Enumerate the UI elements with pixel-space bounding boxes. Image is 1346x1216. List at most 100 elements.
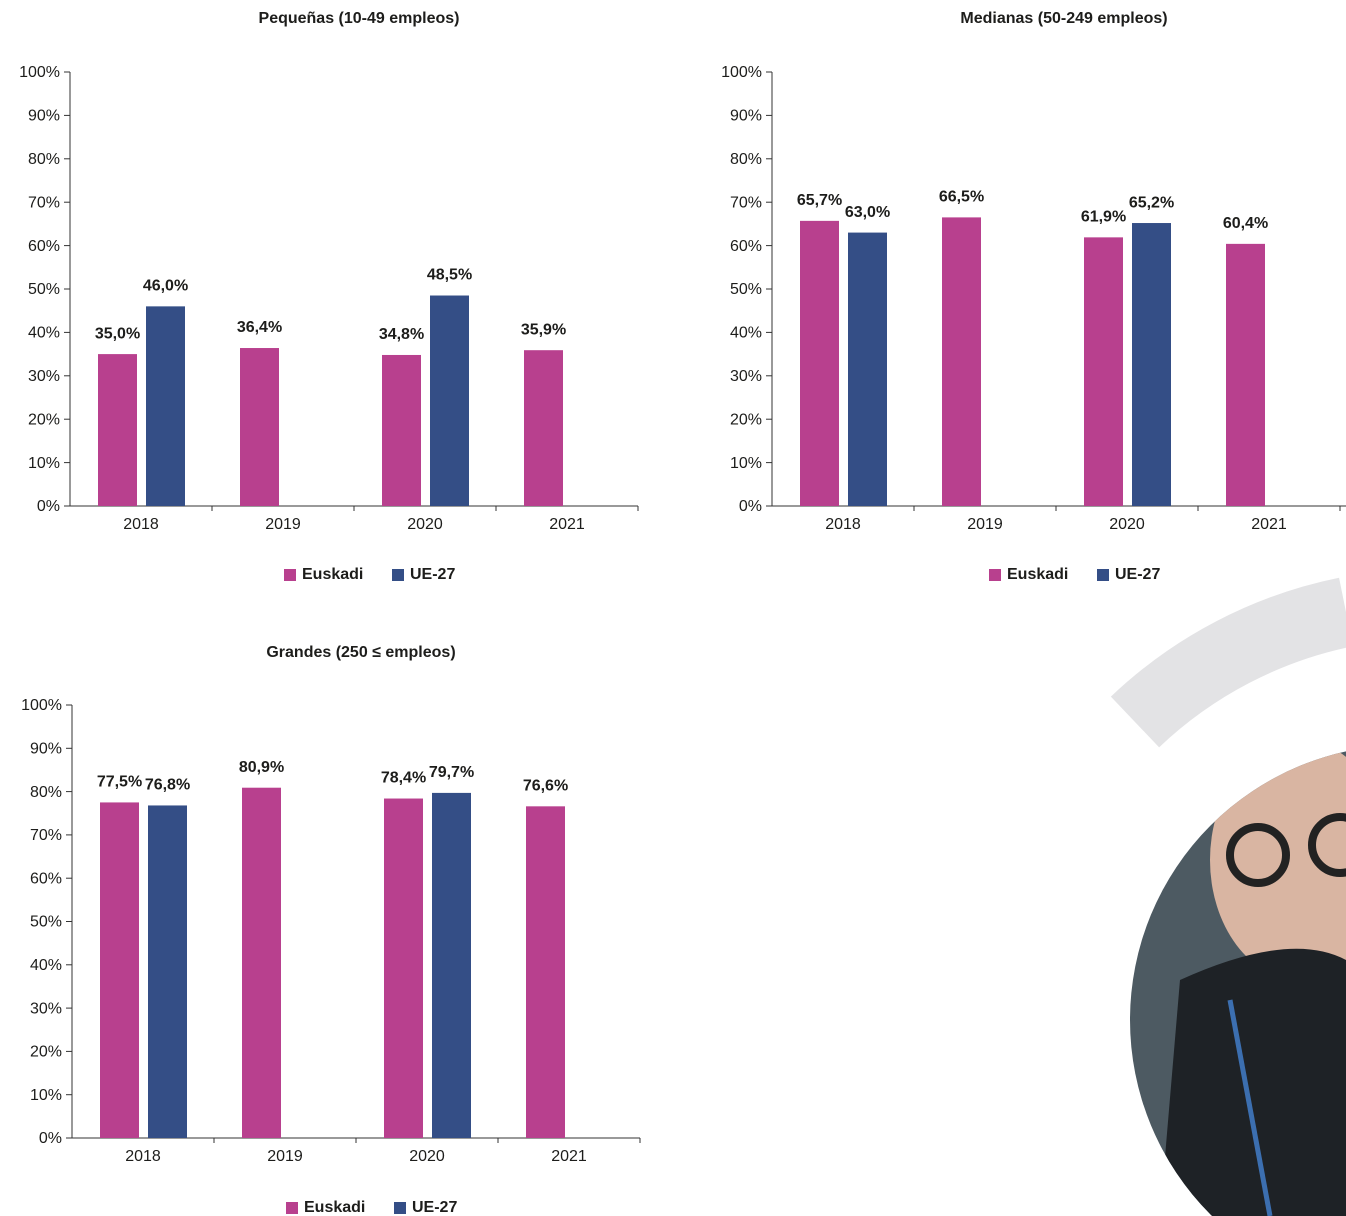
y-tick-label: 90% xyxy=(30,741,62,758)
y-tick-label: 30% xyxy=(730,368,762,385)
value-label: 60,4% xyxy=(1223,215,1268,232)
x-tick-label: 2018 xyxy=(825,516,861,533)
value-label: 80,9% xyxy=(239,759,284,776)
bar xyxy=(524,350,563,506)
y-tick-label: 0% xyxy=(37,498,60,515)
bar xyxy=(242,787,281,1138)
y-tick-label: 100% xyxy=(21,697,62,714)
y-tick-label: 10% xyxy=(28,455,60,472)
value-label: 36,4% xyxy=(237,319,282,336)
value-label: 65,2% xyxy=(1129,194,1174,211)
bar xyxy=(382,354,421,506)
y-tick-label: 80% xyxy=(730,151,762,168)
legend-label: Euskadi xyxy=(1007,566,1068,583)
bar xyxy=(384,798,423,1138)
y-tick-label: 20% xyxy=(28,411,60,428)
legend-label: Euskadi xyxy=(304,1199,365,1216)
bar xyxy=(430,295,469,506)
x-tick-label: 2019 xyxy=(967,516,1003,533)
chart-title: Medianas (50-249 empleos) xyxy=(960,10,1167,27)
decor-arc xyxy=(1110,577,1346,748)
value-label: 66,5% xyxy=(939,189,984,206)
x-tick-label: 2018 xyxy=(123,516,159,533)
value-label: 46,0% xyxy=(143,278,188,295)
y-tick-label: 0% xyxy=(39,1130,62,1147)
y-tick-label: 20% xyxy=(730,411,762,428)
legend-label: UE-27 xyxy=(410,566,455,583)
y-tick-label: 50% xyxy=(28,281,60,298)
y-tick-label: 20% xyxy=(30,1044,62,1061)
bar xyxy=(1132,223,1171,507)
y-tick-label: 70% xyxy=(730,194,762,211)
photo xyxy=(1130,745,1346,1216)
bar xyxy=(432,792,471,1138)
y-tick-label: 80% xyxy=(30,784,62,801)
bar xyxy=(800,220,839,506)
legend-label: Euskadi xyxy=(302,566,363,583)
bar xyxy=(146,306,185,506)
bar xyxy=(240,348,279,506)
bar xyxy=(148,805,187,1138)
bar xyxy=(98,354,137,506)
y-tick-label: 60% xyxy=(28,238,60,255)
value-label: 76,8% xyxy=(145,777,190,794)
y-tick-label: 40% xyxy=(28,325,60,342)
value-label: 78,4% xyxy=(381,770,426,787)
y-tick-label: 50% xyxy=(30,914,62,931)
legend-label: UE-27 xyxy=(1115,566,1160,583)
y-tick-label: 40% xyxy=(30,957,62,974)
x-tick-label: 2019 xyxy=(267,1148,303,1165)
y-tick-label: 0% xyxy=(739,498,762,515)
legend-swatch xyxy=(394,1202,406,1214)
bar xyxy=(1226,243,1265,506)
bar xyxy=(1084,237,1123,506)
value-label: 35,9% xyxy=(521,321,566,338)
x-tick-label: 2019 xyxy=(265,516,301,533)
legend-swatch xyxy=(284,569,296,581)
chart-title: Grandes (250 ≤ empleos) xyxy=(266,644,455,661)
bar xyxy=(100,802,139,1138)
y-tick-label: 30% xyxy=(28,368,60,385)
y-tick-label: 10% xyxy=(30,1087,62,1104)
x-tick-label: 2021 xyxy=(1251,516,1287,533)
value-label: 77,5% xyxy=(97,774,142,791)
value-label: 48,5% xyxy=(427,267,472,284)
bar xyxy=(942,217,981,506)
legend-swatch xyxy=(989,569,1001,581)
x-tick-label: 2018 xyxy=(125,1148,161,1165)
y-tick-label: 90% xyxy=(730,108,762,125)
y-tick-label: 70% xyxy=(28,194,60,211)
y-tick-label: 90% xyxy=(28,108,60,125)
legend-swatch xyxy=(1097,569,1109,581)
value-label: 63,0% xyxy=(845,204,890,221)
y-tick-label: 80% xyxy=(28,151,60,168)
x-tick-label: 2020 xyxy=(1109,516,1145,533)
legend-swatch xyxy=(392,569,404,581)
chart-title: Pequeñas (10-49 empleos) xyxy=(259,10,460,27)
y-tick-label: 40% xyxy=(730,325,762,342)
value-label: 35,0% xyxy=(95,325,140,342)
x-tick-label: 2021 xyxy=(551,1148,587,1165)
value-label: 34,8% xyxy=(379,326,424,343)
y-tick-label: 50% xyxy=(730,281,762,298)
y-tick-label: 10% xyxy=(730,455,762,472)
y-tick-label: 30% xyxy=(30,1000,62,1017)
x-tick-label: 2020 xyxy=(407,516,443,533)
x-tick-label: 2021 xyxy=(549,516,585,533)
value-label: 65,7% xyxy=(797,192,842,209)
bar xyxy=(848,232,887,506)
x-tick-label: 2020 xyxy=(409,1148,445,1165)
legend-swatch xyxy=(286,1202,298,1214)
legend-label: UE-27 xyxy=(412,1199,457,1216)
y-tick-label: 100% xyxy=(19,64,60,81)
bar xyxy=(526,806,565,1138)
value-label: 61,9% xyxy=(1081,209,1126,226)
y-tick-label: 60% xyxy=(730,238,762,255)
y-tick-label: 70% xyxy=(30,827,62,844)
y-tick-label: 60% xyxy=(30,870,62,887)
value-label: 76,6% xyxy=(523,778,568,795)
y-tick-label: 100% xyxy=(721,64,762,81)
value-label: 79,7% xyxy=(429,764,474,781)
